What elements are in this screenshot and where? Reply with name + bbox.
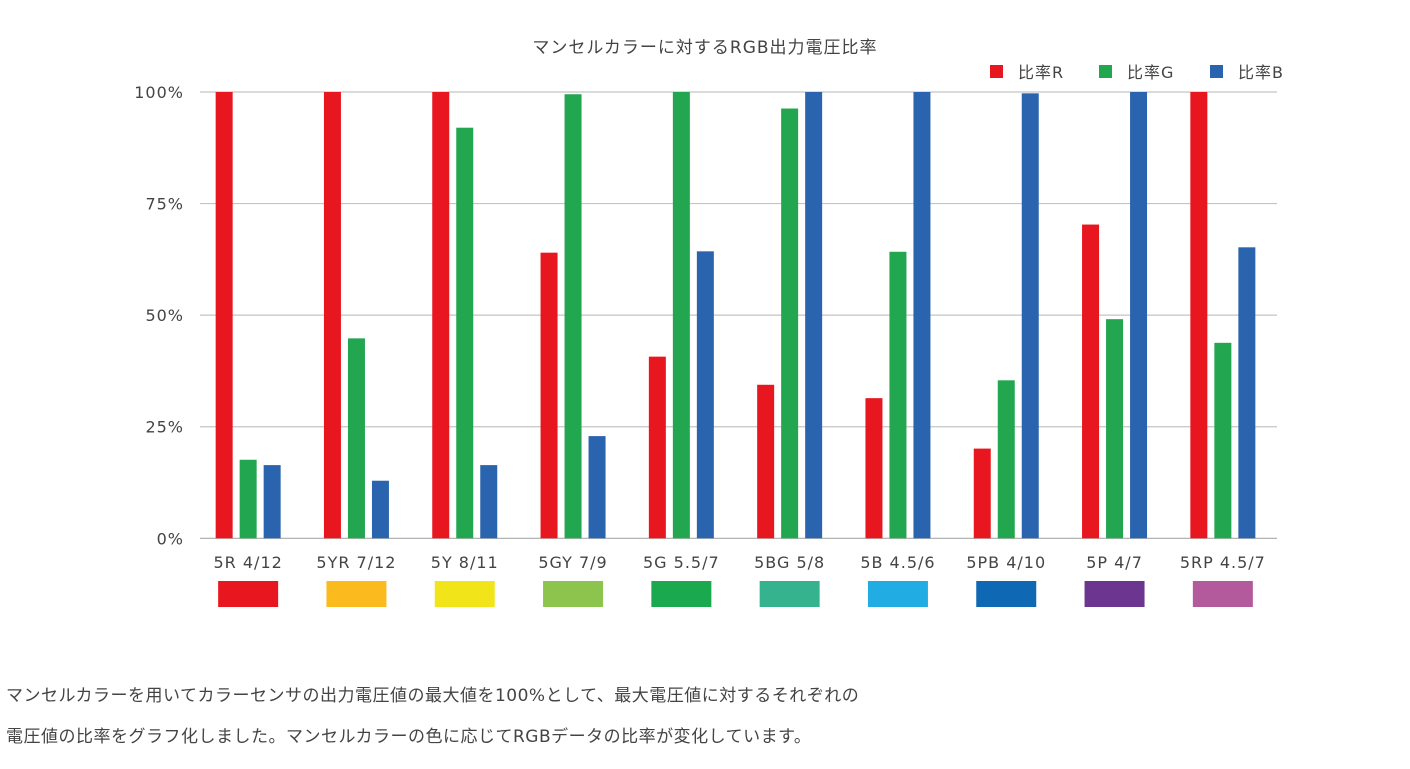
legend-swatch — [1099, 65, 1112, 78]
bar-b — [480, 465, 498, 539]
color-swatch — [543, 581, 604, 607]
bar-g — [564, 94, 582, 539]
bar-g — [672, 92, 690, 539]
bar-b — [805, 92, 823, 539]
bar-b — [263, 465, 281, 539]
bar-b — [1130, 92, 1148, 539]
chart-title: マンセルカラーに対するRGB出力電圧比率 — [532, 38, 877, 58]
x-tick-label: 5R 4/12 — [213, 553, 282, 572]
color-swatch — [867, 581, 928, 607]
x-tick-label: 5GY 7/9 — [538, 553, 607, 572]
bar-b — [371, 480, 389, 539]
bar-g — [456, 127, 474, 539]
color-swatches — [218, 581, 1253, 607]
bar-r — [323, 92, 341, 539]
bar-g — [997, 380, 1015, 539]
bar-r — [215, 92, 233, 539]
bar-g — [1106, 319, 1124, 539]
color-swatch — [1084, 581, 1145, 607]
color-swatch — [651, 581, 712, 607]
bar-r — [1082, 224, 1100, 539]
bar-r — [540, 252, 558, 539]
color-swatch — [218, 581, 279, 607]
x-tick-label: 5G 5.5/7 — [643, 553, 720, 572]
bar-r — [432, 92, 450, 539]
color-swatch — [326, 581, 387, 607]
x-tick-label: 5B 4.5/6 — [860, 553, 935, 572]
legend-label: 比率B — [1238, 63, 1284, 82]
y-tick-label: 50% — [145, 306, 184, 325]
bar-b — [696, 251, 714, 539]
y-tick-label: 75% — [145, 195, 184, 214]
legend-label: 比率R — [1018, 63, 1064, 82]
color-swatch — [434, 581, 495, 607]
x-axis-labels: 5R 4/12 5YR 7/12 5Y 8/11 5GY 7/9 5G 5.5/7 5BG… — [213, 553, 1266, 572]
bars — [215, 92, 1256, 539]
x-tick-label: 5YR 7/12 — [316, 553, 396, 572]
bar-g — [239, 459, 257, 539]
y-axis-ticks: 0% 25% 50% 75% 100% — [134, 83, 184, 548]
legend-swatch — [1210, 65, 1223, 78]
bar-g — [347, 338, 365, 539]
caption-line-2: 電圧値の比率をグラフ化しました。マンセルカラーの色に応じてRGBデータの比率が変… — [6, 727, 812, 747]
y-tick-label: 0% — [157, 529, 184, 548]
bar-g — [781, 108, 799, 539]
color-swatch — [759, 581, 820, 607]
legend-swatch — [990, 65, 1003, 78]
x-tick-label: 5BG 5/8 — [754, 553, 825, 572]
color-swatch — [976, 581, 1037, 607]
bar-b — [913, 92, 931, 539]
bar-r — [865, 398, 883, 539]
y-tick-label: 100% — [134, 83, 184, 102]
legend-label: 比率G — [1127, 63, 1174, 82]
bar-r — [973, 448, 991, 539]
y-tick-label: 25% — [145, 418, 184, 437]
x-tick-label: 5PB 4/10 — [966, 553, 1046, 572]
bar-b — [1238, 247, 1256, 539]
bar-r — [757, 384, 775, 539]
caption-line-1: マンセルカラーを用いてカラーセンサの出力電圧値の最大値を100%として、最大電圧… — [6, 686, 860, 706]
bar-b — [588, 436, 606, 539]
bar-r — [1190, 92, 1208, 539]
x-tick-label: 5P 4/7 — [1086, 553, 1143, 572]
bar-g — [889, 251, 907, 539]
legend: 比率R 比率G 比率B — [990, 63, 1284, 82]
x-tick-label: 5RP 4.5/7 — [1180, 553, 1266, 572]
bar-r — [648, 356, 666, 539]
x-tick-label: 5Y 8/11 — [431, 553, 499, 572]
bar-b — [1021, 93, 1039, 539]
bar-g — [1214, 342, 1232, 539]
color-swatch — [1192, 581, 1253, 607]
